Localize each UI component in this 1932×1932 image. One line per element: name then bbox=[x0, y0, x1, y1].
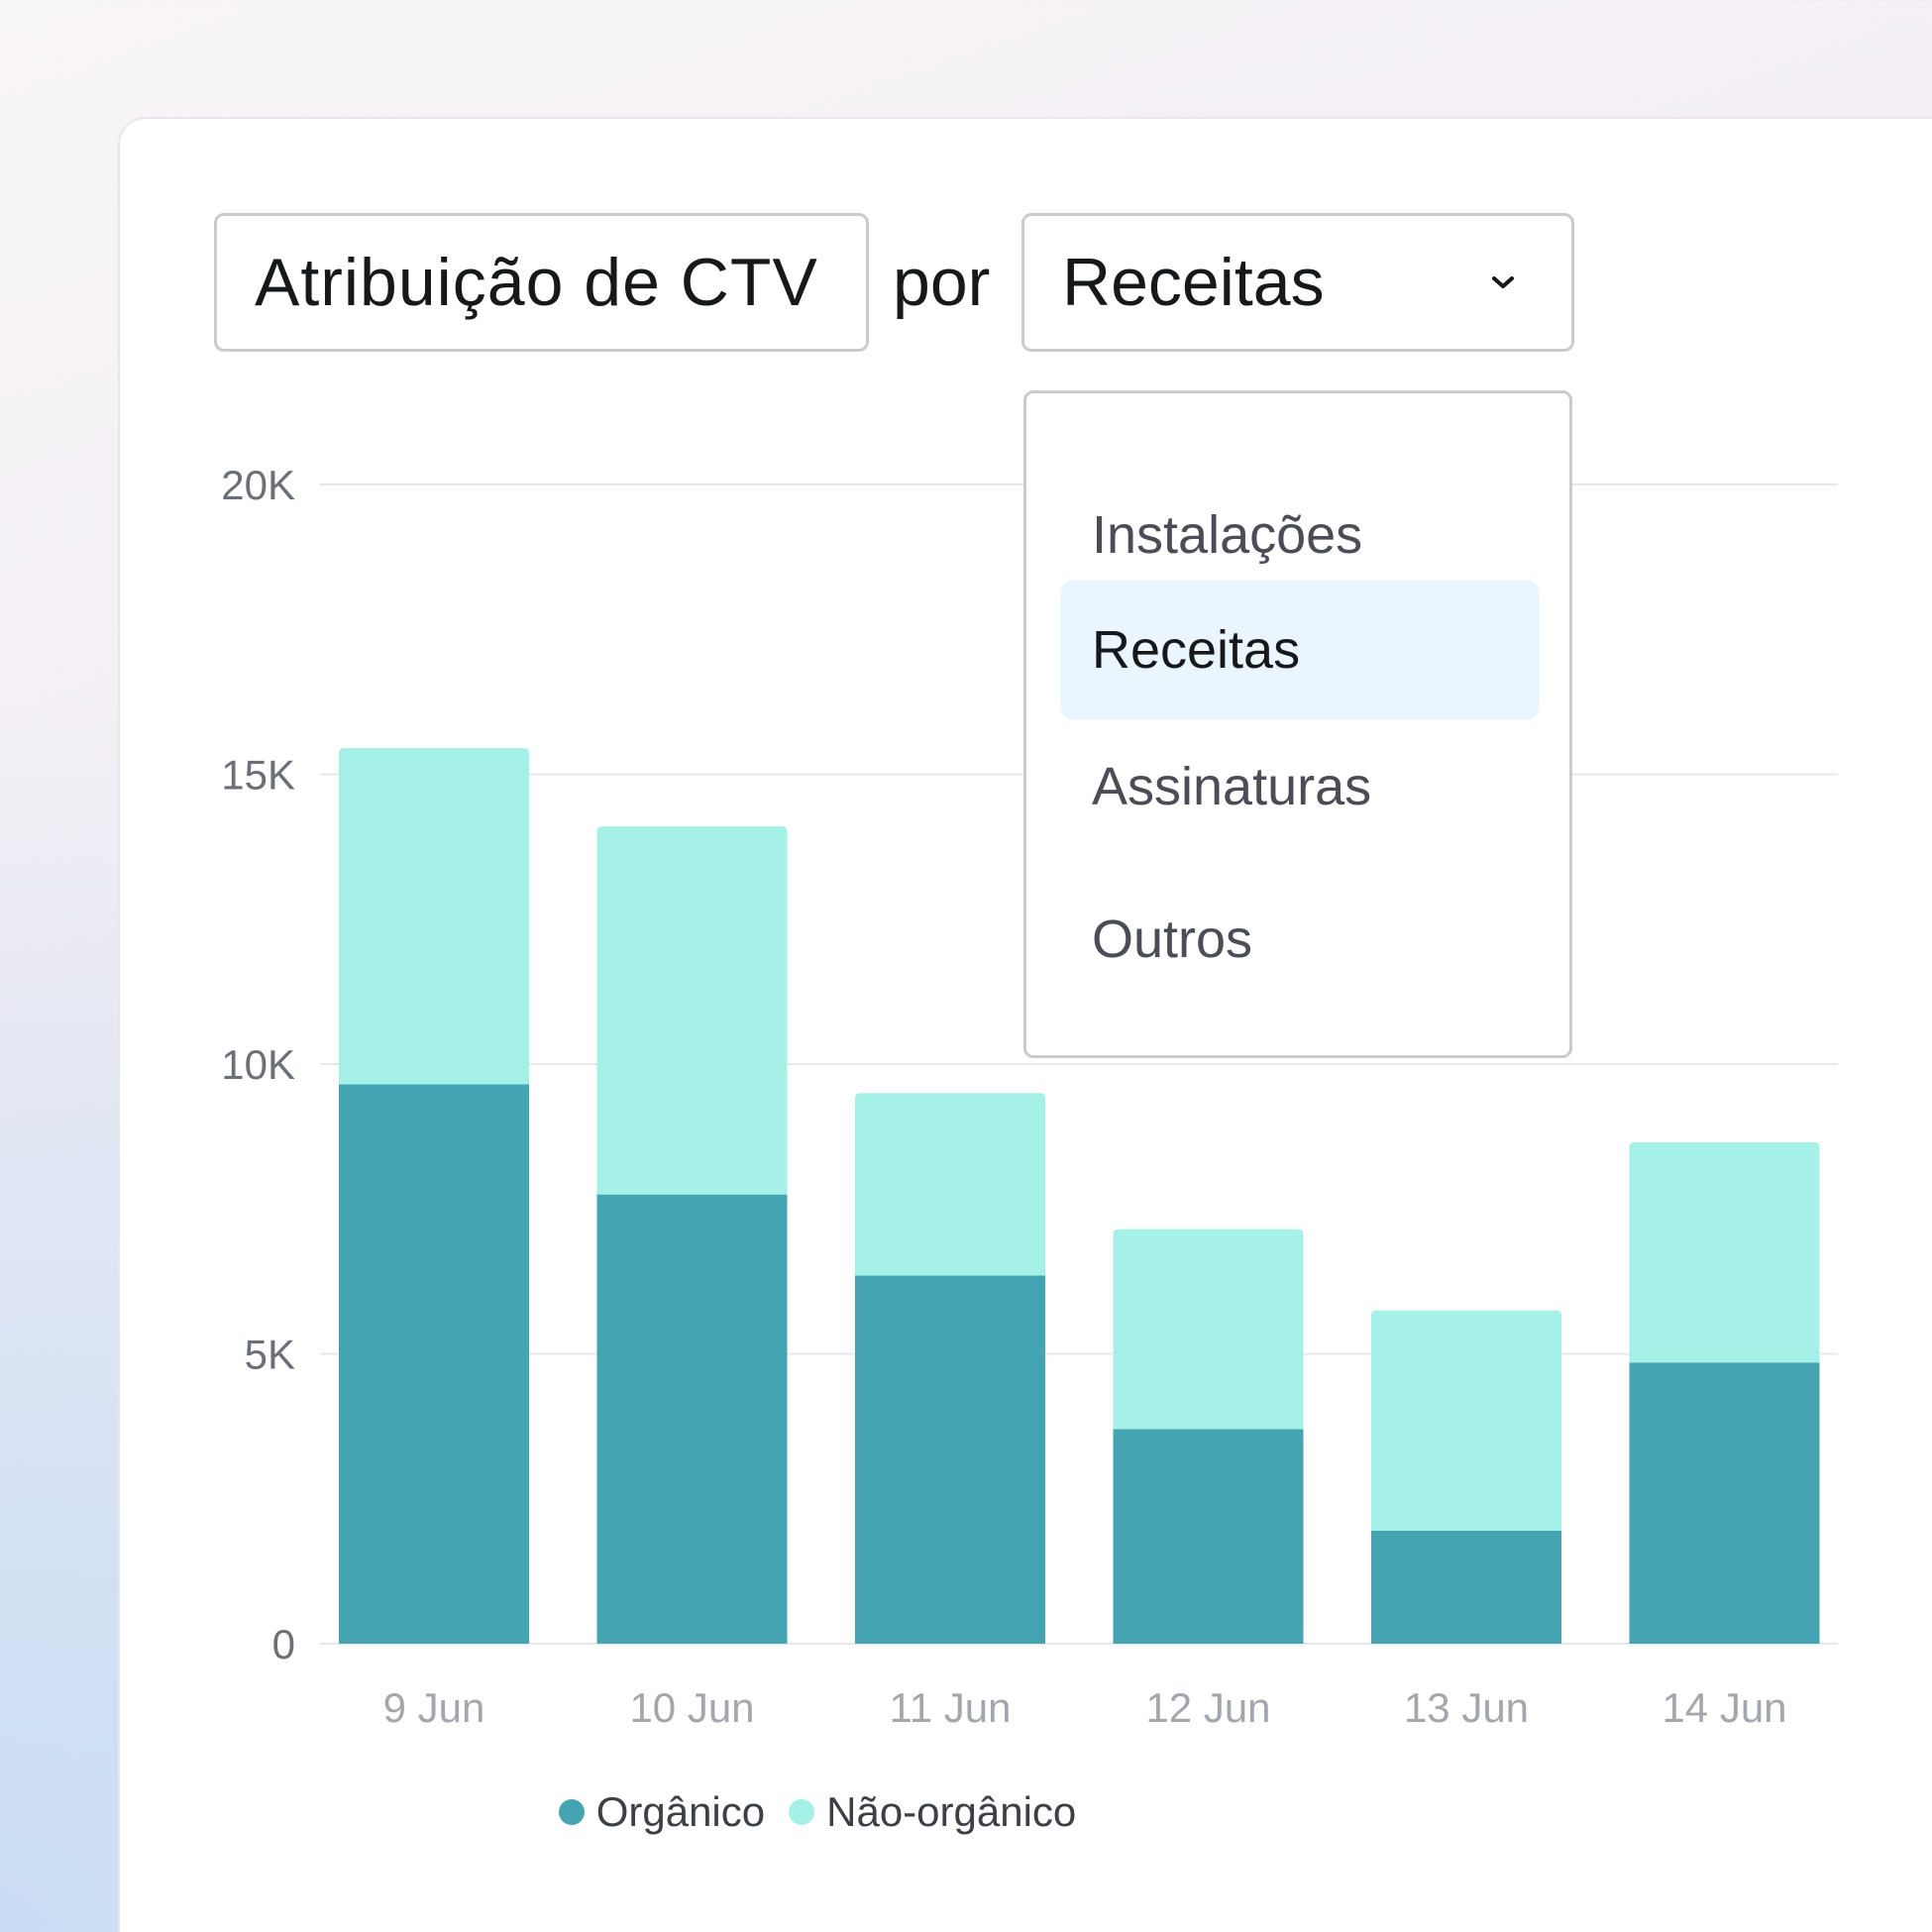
by-label: por bbox=[893, 245, 991, 320]
bar-organico bbox=[596, 1194, 788, 1644]
bar-nao-organico bbox=[1371, 1310, 1561, 1531]
legend-dot-organico bbox=[558, 1799, 585, 1825]
x-tick-label: 11 Jun bbox=[890, 1684, 1012, 1731]
x-tick-label: 12 Jun bbox=[1145, 1684, 1270, 1731]
menu-item-assinaturas[interactable]: Assinaturas bbox=[1092, 757, 1372, 816]
menu-item-outros[interactable]: Outros bbox=[1092, 910, 1253, 969]
y-tick-label: 20K bbox=[221, 462, 295, 508]
bar-organico bbox=[1113, 1429, 1304, 1644]
bar-organico bbox=[339, 1084, 529, 1644]
y-tick-label: 0 bbox=[272, 1621, 295, 1667]
menu-item-receitas[interactable]: Receitas bbox=[1060, 580, 1540, 720]
y-tick-label: 5K bbox=[245, 1332, 295, 1378]
bar-organico bbox=[1371, 1530, 1561, 1644]
legend-item-nao-organico: Não-orgânico bbox=[789, 1788, 1076, 1836]
chart-legend: Orgânico Não-orgânico bbox=[0, 1788, 1635, 1836]
metric-select[interactable]: Receitas bbox=[1021, 213, 1574, 352]
bar-nao-organico bbox=[1629, 1141, 1820, 1363]
bar-nao-organico bbox=[1113, 1229, 1304, 1430]
bar-organico bbox=[855, 1275, 1045, 1644]
legend-label-organico: Orgânico bbox=[595, 1788, 766, 1835]
x-tick-label: 14 Jun bbox=[1662, 1684, 1786, 1731]
metric-select-value: Receitas bbox=[1062, 245, 1325, 320]
y-tick-label: 10K bbox=[221, 1041, 295, 1088]
chart-title: Atribuição de CTV bbox=[255, 245, 818, 320]
legend-item-organico: Orgânico bbox=[558, 1788, 766, 1836]
bar-organico bbox=[1629, 1362, 1820, 1644]
chart-title-box: Atribuição de CTV bbox=[214, 213, 869, 352]
metric-dropdown-menu: Instalações Receitas Assinaturas Outros bbox=[1023, 390, 1572, 1058]
legend-label-nao-organico: Não-orgânico bbox=[826, 1788, 1077, 1835]
x-tick-label: 13 Jun bbox=[1404, 1684, 1529, 1731]
legend-dot-nao-organico bbox=[789, 1799, 815, 1825]
y-tick-label: 15K bbox=[221, 752, 295, 799]
chevron-down-icon bbox=[1492, 276, 1514, 288]
bar-nao-organico bbox=[339, 748, 529, 1085]
bar-nao-organico bbox=[596, 826, 788, 1195]
bar-nao-organico bbox=[855, 1093, 1045, 1276]
x-tick-label: 9 Jun bbox=[383, 1684, 485, 1731]
x-tick-label: 10 Jun bbox=[629, 1684, 754, 1731]
